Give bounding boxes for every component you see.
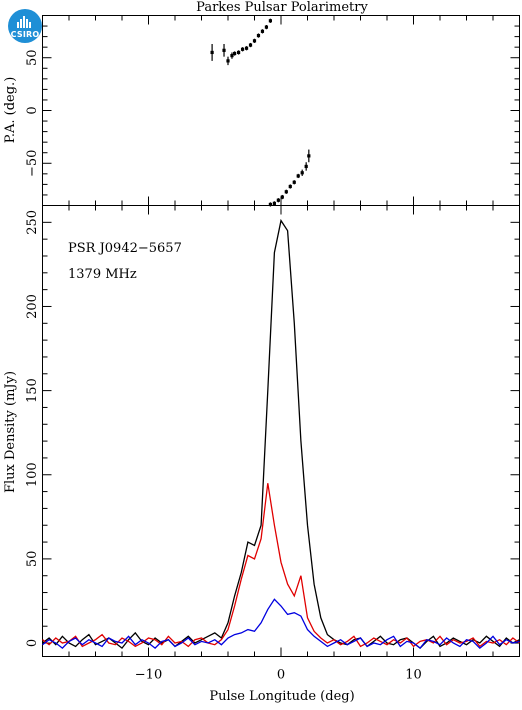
- x-axis-label: Pulse Longitude (deg): [209, 689, 354, 704]
- y-tick-label: 50: [25, 551, 40, 568]
- pa-point: [240, 47, 245, 51]
- csiro-logo-icon: [17, 16, 33, 28]
- x-tick-label: 10: [405, 668, 422, 683]
- pa-point: [210, 50, 214, 55]
- pa-point: [276, 198, 280, 202]
- frequency-annotation: 1379 MHz: [68, 267, 137, 282]
- flux-profile-lines: [42, 218, 520, 650]
- linear-profile-line: [42, 483, 520, 648]
- y-tick-label: 100: [25, 462, 40, 487]
- pa-point: [252, 39, 257, 43]
- pa-point: [272, 201, 276, 205]
- pa-point: [268, 19, 272, 23]
- pa-point: [222, 48, 226, 52]
- pa-point: [233, 51, 237, 56]
- pa-point: [264, 25, 269, 29]
- pa-point: [284, 190, 288, 194]
- pa-point: [248, 43, 253, 47]
- circular-profile-line: [42, 598, 520, 650]
- flux-y-axis-label: Flux Density (mJy): [3, 371, 18, 493]
- y-tick-label: 200: [25, 294, 40, 319]
- x-tick-label: 0: [277, 668, 285, 683]
- pa-point: [288, 184, 292, 189]
- pa-point: [256, 33, 261, 38]
- pa-data-points: [210, 18, 311, 207]
- pa-point: [307, 154, 311, 158]
- x-tick-label: −10: [135, 668, 162, 683]
- y-tick-label: 50: [25, 49, 40, 66]
- pa-point: [237, 50, 241, 55]
- pa-point: [230, 54, 234, 58]
- pa-point: [244, 46, 249, 50]
- pa-point: [280, 195, 284, 199]
- pa-point: [260, 29, 265, 33]
- pulsar-name-annotation: PSR J0942−5657: [68, 241, 182, 256]
- total_intensity-profile-line: [42, 218, 520, 650]
- pa-point: [304, 164, 308, 169]
- pa-point: [296, 174, 300, 178]
- y-tick-label: 0: [25, 639, 40, 647]
- csiro-logo-text: CSIRO: [10, 30, 40, 39]
- y-tick-label: 250: [25, 210, 40, 235]
- pa-panel-frame: [42, 15, 520, 206]
- y-tick-label: −50: [25, 150, 40, 177]
- y-tick-label: 0: [25, 106, 40, 114]
- figure-title: Parkes Pulsar Polarimetry: [196, 0, 368, 15]
- pa-point: [226, 59, 230, 63]
- csiro-logo: CSIRO: [8, 9, 42, 43]
- pa-axis-ticks: 50 0 −50: [25, 15, 520, 206]
- pa-point: [268, 202, 272, 207]
- pa-point: [292, 180, 296, 184]
- pa-y-axis-label: P.A. (deg.): [3, 77, 18, 144]
- pa-point: [300, 171, 304, 175]
- y-tick-label: 150: [25, 378, 40, 403]
